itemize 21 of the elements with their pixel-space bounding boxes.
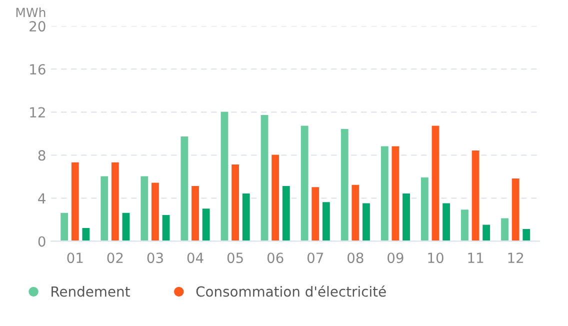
x-tick-label: 02 xyxy=(107,252,123,264)
y-tick-label: 8 xyxy=(38,150,46,161)
y-axis-title: MWh xyxy=(16,8,46,18)
x-tick-label: 07 xyxy=(307,252,324,264)
x-tick-label: 04 xyxy=(187,252,204,264)
x-tick-label: 09 xyxy=(388,252,404,264)
legend-label: Rendement xyxy=(52,286,130,297)
x-tick-label: 11 xyxy=(468,252,484,263)
x-tick-label: 12 xyxy=(508,252,524,263)
x-tick-label: 06 xyxy=(267,252,284,264)
x-tick-label: 08 xyxy=(348,252,364,264)
y-tick-label: 20 xyxy=(30,21,46,32)
x-tick-label: 10 xyxy=(428,252,444,264)
x-tick-label: 01 xyxy=(67,252,83,264)
y-tick-label: 12 xyxy=(30,107,45,118)
x-tick-label: 05 xyxy=(227,252,243,264)
y-tick-label: 16 xyxy=(30,64,46,75)
x-tick-label: 03 xyxy=(147,252,163,264)
legend-label: Consommation d'électricité xyxy=(196,285,386,297)
y-tick-label: 0 xyxy=(38,236,46,247)
y-tick-label: 4 xyxy=(38,193,46,204)
